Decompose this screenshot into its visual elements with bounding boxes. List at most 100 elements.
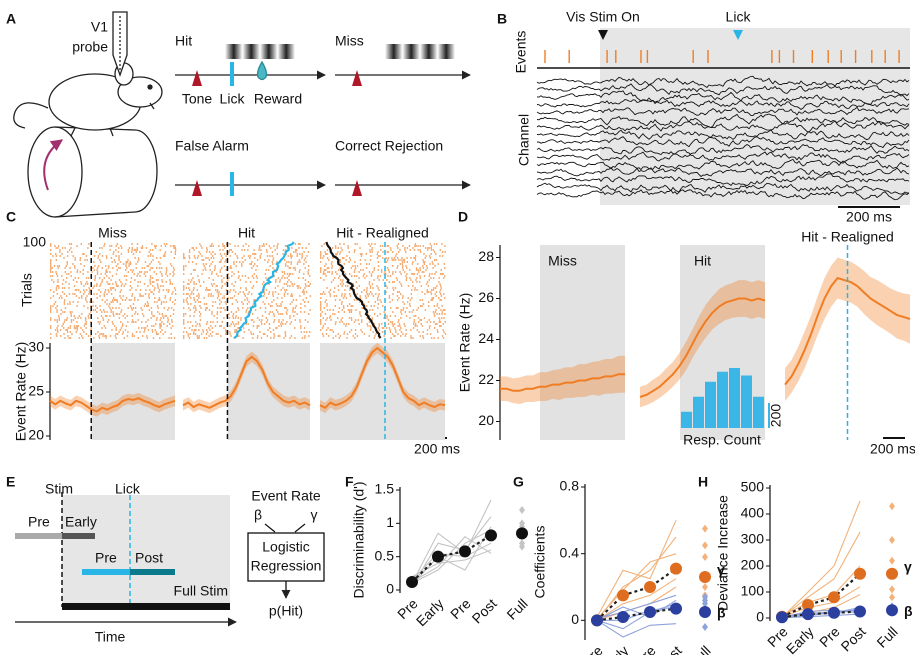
- stim-label: Stim: [45, 481, 73, 497]
- channel-trace: [536, 98, 910, 110]
- y-tick-label: 0: [386, 581, 394, 597]
- raster-events: [183, 243, 311, 339]
- mouse-illustration: [13, 11, 163, 218]
- panel-label: E: [6, 474, 15, 490]
- lick-label: Lick: [726, 9, 752, 25]
- channel-trace: [536, 128, 910, 141]
- y-axis-label: Event Rate (Hz): [457, 293, 473, 393]
- lick-marker: [733, 30, 743, 40]
- mean-line: [781, 572, 861, 618]
- mean-point: [644, 606, 656, 618]
- subject-full: [889, 585, 895, 594]
- x-tick-label: Pre: [579, 642, 606, 655]
- stim-shade: [91, 343, 175, 440]
- y-tick-label: 26: [478, 289, 494, 305]
- scale-label: 200 ms: [846, 209, 892, 225]
- panel-label: G: [513, 474, 524, 490]
- tone-label: Tone: [182, 91, 213, 107]
- y-tick-label: 0.5: [375, 547, 395, 563]
- subject-line: [781, 531, 861, 618]
- y-tick-label: 300: [741, 531, 765, 547]
- y-tick-label: 200: [741, 557, 765, 573]
- y-axis-label: Discriminability (d'): [351, 481, 367, 598]
- window-label: Full Stim: [174, 583, 228, 599]
- count-scale-label: 200: [768, 404, 784, 428]
- y-tick-label: 25: [28, 383, 44, 399]
- stim-shade: [600, 28, 910, 205]
- y-tick-label: 30: [28, 339, 44, 355]
- panel-label: H: [698, 474, 708, 490]
- series-label: γ: [717, 562, 725, 578]
- mean-point: [406, 576, 418, 588]
- subject-full: [519, 519, 525, 528]
- trial-type: Hit: [175, 33, 192, 49]
- subject-full: [702, 553, 708, 561]
- stim-label: Vis Stim On: [566, 9, 640, 25]
- lick-label: Lick: [220, 91, 246, 107]
- error-band: [50, 392, 175, 417]
- channel-trace: [536, 173, 910, 187]
- trial-timelines: [175, 44, 471, 196]
- model-label: Regression: [251, 558, 322, 574]
- x-tick-label: Pre: [632, 642, 659, 655]
- histogram-bar: [717, 371, 728, 428]
- stim-times: [325, 241, 382, 339]
- coef-label: γ: [311, 507, 318, 523]
- subject-line: [596, 619, 677, 638]
- window-label: Post: [135, 550, 163, 566]
- rate-line: [500, 373, 625, 392]
- panel-label: F: [345, 474, 354, 490]
- reward-label: Reward: [254, 91, 302, 107]
- y-tick-label: 0.4: [560, 544, 580, 560]
- stim-shade: [320, 343, 445, 440]
- channel-trace: [536, 189, 910, 201]
- channel-trace: [536, 83, 910, 97]
- subject-full: [519, 506, 525, 514]
- x-tick-label: Post: [469, 595, 500, 626]
- panel-label: C: [6, 209, 16, 225]
- mean-point: [699, 606, 711, 618]
- mean-point: [828, 606, 840, 619]
- subject-line: [411, 535, 492, 583]
- lick-label: Lick: [115, 481, 141, 497]
- subject-line: [596, 536, 677, 621]
- panel-title: Hit - Realigned: [336, 225, 429, 241]
- raster-events: [320, 243, 447, 339]
- y-tick-label: 1: [386, 514, 394, 530]
- channel-trace: [536, 120, 910, 133]
- mean-point: [854, 567, 866, 580]
- subject-line: [411, 526, 492, 586]
- panel-title: Hit: [238, 225, 255, 241]
- raster-events: [50, 243, 177, 339]
- event-ticks: [544, 50, 900, 63]
- subject-full: [702, 623, 708, 631]
- y-axis-label: Event Rate (Hz): [13, 342, 29, 442]
- series-label: β: [717, 605, 726, 621]
- y-axis-label: Deviance Increase: [715, 495, 731, 611]
- x-tick-label: Pre: [816, 623, 843, 650]
- channel-trace: [536, 166, 910, 178]
- mean-point: [886, 567, 898, 580]
- trial-type: Miss: [335, 33, 364, 49]
- y-tick-label: 24: [478, 330, 494, 346]
- y-tick-label: 100: [741, 583, 765, 599]
- y-tick-label: 0.8: [560, 478, 580, 494]
- model-output: p(Hit): [269, 603, 303, 619]
- subject-line: [596, 603, 677, 630]
- histogram-bar: [741, 375, 752, 428]
- rate-line: [182, 355, 311, 409]
- mean-point: [432, 550, 444, 563]
- y-tick-label: 20: [28, 427, 44, 443]
- series-label: β: [904, 603, 913, 619]
- y-tick-label: 20: [478, 412, 494, 428]
- scale-label: 200 ms: [870, 441, 915, 457]
- mean-point: [459, 545, 471, 558]
- window-diagram: [15, 492, 325, 627]
- mean-line: [596, 607, 677, 622]
- rate-line: [319, 346, 446, 410]
- mean-point: [828, 591, 840, 604]
- x-tick-label: Early: [413, 595, 447, 629]
- subject-line: [411, 529, 492, 584]
